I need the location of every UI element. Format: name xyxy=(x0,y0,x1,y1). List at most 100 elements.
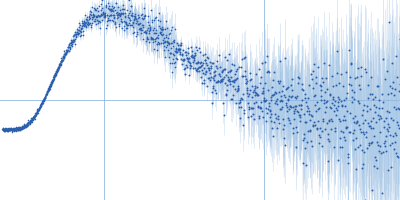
Point xyxy=(70,34,77,37)
Point xyxy=(293,125,300,128)
Point xyxy=(72,31,78,34)
Point xyxy=(246,107,252,110)
Point xyxy=(233,101,239,104)
Point xyxy=(56,65,62,68)
Point xyxy=(48,82,55,85)
Point xyxy=(50,77,57,80)
Point xyxy=(52,72,58,76)
Point xyxy=(153,36,160,40)
Point xyxy=(351,91,358,94)
Point xyxy=(227,69,234,72)
Point xyxy=(203,71,209,74)
Point xyxy=(97,14,103,17)
Point xyxy=(90,13,97,17)
Point xyxy=(245,115,252,118)
Point xyxy=(17,128,24,131)
Point xyxy=(310,95,317,98)
Point xyxy=(33,111,40,114)
Point xyxy=(373,105,379,108)
Point xyxy=(177,53,184,56)
Point xyxy=(59,58,66,61)
Point xyxy=(112,20,118,24)
Point xyxy=(389,61,395,65)
Point xyxy=(62,53,68,56)
Point xyxy=(178,57,184,60)
Point xyxy=(40,99,46,102)
Point xyxy=(52,74,58,77)
Point xyxy=(51,74,57,78)
Point xyxy=(54,69,60,72)
Point xyxy=(193,69,199,72)
Point xyxy=(295,111,302,114)
Point xyxy=(160,38,166,41)
Point xyxy=(68,43,74,47)
Point xyxy=(5,128,12,131)
Point xyxy=(181,68,187,71)
Point xyxy=(327,93,333,96)
Point xyxy=(255,105,261,109)
Point xyxy=(131,17,138,20)
Point xyxy=(245,95,251,98)
Point xyxy=(164,37,171,40)
Point xyxy=(360,131,366,134)
Point xyxy=(46,87,53,90)
Point xyxy=(22,126,28,129)
Point xyxy=(11,128,18,131)
Point xyxy=(40,99,46,102)
Point xyxy=(280,117,286,120)
Point xyxy=(354,120,360,123)
Point xyxy=(191,54,197,58)
Point xyxy=(2,128,9,131)
Point xyxy=(19,127,25,130)
Point xyxy=(320,81,327,84)
Point xyxy=(215,80,221,83)
Point xyxy=(341,118,348,121)
Point xyxy=(37,105,43,109)
Point xyxy=(11,127,18,131)
Point xyxy=(378,106,385,109)
Point xyxy=(54,69,60,72)
Point xyxy=(262,106,269,110)
Point xyxy=(210,87,216,90)
Point xyxy=(18,127,25,130)
Point xyxy=(341,98,348,102)
Point xyxy=(33,113,40,116)
Point xyxy=(18,126,25,129)
Point xyxy=(34,109,41,113)
Point xyxy=(349,131,356,134)
Point xyxy=(290,126,296,130)
Point xyxy=(205,67,212,70)
Point xyxy=(58,60,65,63)
Point xyxy=(232,79,238,82)
Point xyxy=(28,119,34,122)
Point xyxy=(27,121,34,124)
Point xyxy=(48,82,54,85)
Point xyxy=(96,21,103,24)
Point xyxy=(206,66,212,69)
Point xyxy=(161,28,168,31)
Point xyxy=(35,109,42,112)
Point xyxy=(388,91,394,95)
Point xyxy=(209,77,216,80)
Point xyxy=(225,71,231,74)
Point xyxy=(85,21,91,24)
Point xyxy=(130,15,137,18)
Point xyxy=(52,72,59,75)
Point xyxy=(4,128,11,131)
Point xyxy=(14,128,20,131)
Point xyxy=(2,129,8,132)
Point xyxy=(53,70,60,73)
Point xyxy=(91,13,97,16)
Point xyxy=(44,91,50,94)
Point xyxy=(63,52,70,55)
Point xyxy=(40,97,47,100)
Point xyxy=(188,55,194,58)
Point xyxy=(172,49,179,53)
Point xyxy=(110,6,116,9)
Point xyxy=(103,27,109,30)
Point xyxy=(170,53,177,57)
Point xyxy=(145,38,151,41)
Point xyxy=(137,27,143,30)
Point xyxy=(50,78,56,81)
Point xyxy=(188,46,194,49)
